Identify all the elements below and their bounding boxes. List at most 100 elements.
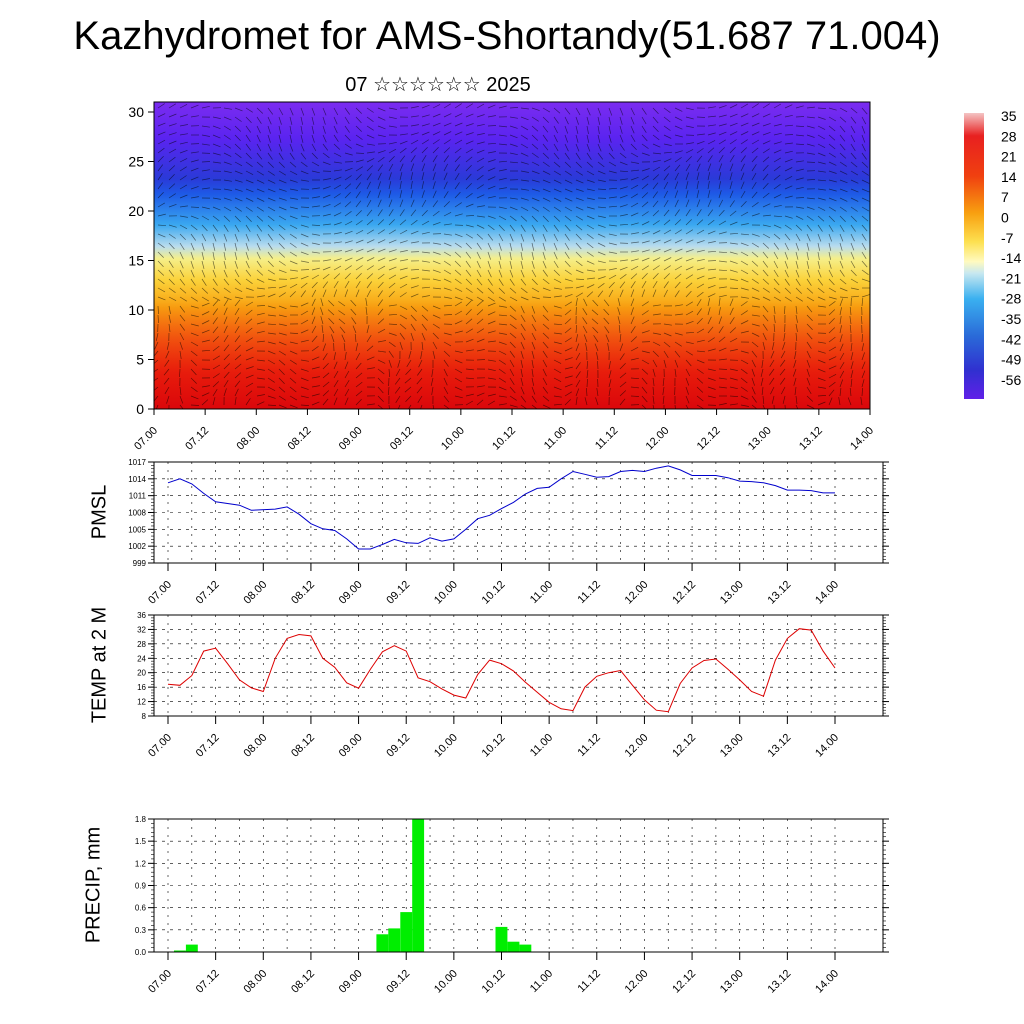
wind-barb (454, 260, 461, 267)
wind-barb (520, 152, 529, 157)
wind-barb (663, 200, 669, 208)
wind-barb (531, 287, 540, 293)
wind-barb (245, 206, 253, 212)
wind-barb (223, 206, 232, 212)
x-tick-label: 10.12 (480, 968, 508, 996)
wind-barb (311, 267, 320, 271)
wind-barb (465, 393, 474, 397)
wind-barb (333, 258, 342, 262)
wind-barb (696, 148, 704, 154)
x-tick-label: 13.00 (718, 732, 746, 760)
wind-barb (603, 299, 610, 307)
wind-barb (861, 242, 867, 251)
wind-barb (454, 202, 462, 208)
wind-barb (509, 143, 518, 147)
wind-barb (773, 103, 782, 109)
wind-barb (245, 390, 253, 397)
wind-barb (685, 163, 691, 172)
wind-barb (201, 287, 209, 294)
wind-barb (212, 355, 220, 361)
wind-barb (641, 395, 648, 403)
wind-barb (157, 278, 165, 285)
wind-barb (454, 287, 463, 292)
wind-barb (641, 183, 649, 190)
x-tick-label: 13.00 (718, 579, 746, 607)
wind-barb (619, 343, 624, 352)
wind-barb (575, 107, 581, 116)
wind-barb (311, 316, 316, 325)
wind-barb (333, 265, 342, 271)
wind-barb (751, 103, 759, 109)
wind-barb (344, 220, 353, 226)
wind-barb (509, 242, 513, 251)
wind-barb (564, 107, 571, 115)
wind-barb (762, 314, 769, 322)
wind-barb (476, 399, 484, 406)
wind-barb (223, 307, 228, 316)
wind-barb (223, 224, 229, 232)
wind-barb (553, 278, 562, 284)
wind-barb (542, 251, 546, 260)
wind-barb (553, 323, 563, 326)
wind-barb (608, 268, 617, 271)
wind-barb (597, 107, 602, 116)
wind-barb (564, 125, 569, 134)
wind-barb (300, 170, 309, 175)
wind-barb (652, 289, 657, 298)
wind-barb (597, 206, 607, 209)
wind-barb (267, 395, 276, 399)
wind-barb (597, 224, 606, 228)
wind-barb (278, 359, 286, 366)
wind-barb (509, 197, 518, 200)
wind-barb (498, 314, 508, 317)
wind-barb (806, 215, 814, 221)
wind-barb (355, 191, 361, 199)
wind-barb (465, 113, 474, 118)
wind-barb (652, 359, 658, 368)
wind-barb (476, 205, 485, 208)
wind-barb (608, 388, 611, 397)
wind-barb (234, 363, 242, 370)
wind-barb (531, 269, 537, 278)
wind-barb (234, 215, 241, 222)
wind-barb (179, 175, 187, 181)
wind-barb (201, 278, 207, 286)
wind-barb (707, 377, 716, 381)
wind-barb (839, 206, 847, 212)
wind-barb (311, 356, 320, 361)
wind-barb (333, 184, 342, 190)
wind-barb (388, 274, 397, 280)
pmsl-axes: 07.00 07.12 08.00 08.12 09.00 09.12 10.00 10.12… (128, 458, 889, 607)
wind-barb (553, 152, 560, 160)
wind-barb (707, 163, 712, 172)
wind-barb (338, 301, 346, 307)
wind-barb (729, 269, 738, 273)
wind-barb (718, 209, 725, 217)
wind-barb (476, 349, 485, 352)
wind-barb (641, 125, 647, 133)
wind-barb (465, 296, 474, 301)
wind-barb (553, 107, 561, 114)
wind-barb (256, 116, 262, 124)
wind-barb (773, 404, 775, 409)
wind-barb (531, 395, 537, 403)
wind-barb (542, 170, 551, 175)
wind-barb (157, 103, 165, 109)
wind-barb (762, 224, 771, 228)
wind-barb (432, 200, 438, 208)
wind-barb (582, 308, 588, 316)
wind-barb (355, 166, 363, 172)
wind-barb (399, 283, 408, 289)
wind-barb (641, 377, 648, 385)
wind-barb (245, 242, 249, 251)
wind-barb (817, 152, 826, 157)
wind-barb (663, 125, 671, 131)
wind-barb (245, 107, 253, 113)
wind-barb (850, 206, 858, 212)
wind-barb (795, 233, 801, 242)
wind-barb (520, 143, 529, 149)
wind-barb (179, 242, 185, 250)
wind-barb (792, 368, 797, 377)
wind-barb (795, 296, 803, 302)
wind-barb (223, 161, 232, 165)
